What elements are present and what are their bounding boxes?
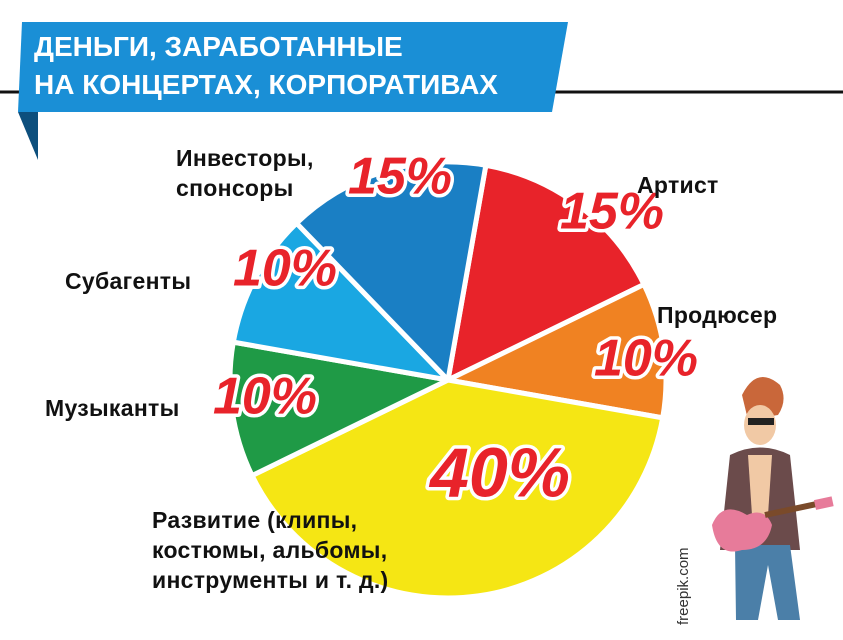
category-label: Развитие (клипы, костюмы, альбомы, инстр… <box>152 507 389 593</box>
value-label: 10% <box>594 330 698 388</box>
chart-title: ДЕНЬГИ, ЗАРАБОТАННЫЕ <box>34 31 403 62</box>
category-label: Артист <box>637 172 719 198</box>
pie-slice <box>445 162 647 383</box>
value-label: 40% <box>428 433 570 511</box>
banner-fold <box>18 112 38 160</box>
pie-slice <box>230 220 451 383</box>
pie-slice <box>294 159 489 383</box>
category-label: Инвесторы, спонсоры <box>176 145 314 201</box>
pie-slice <box>445 281 669 421</box>
value-label: 10% <box>233 240 337 298</box>
chart-title: НА КОНЦЕРТАХ, КОРПОРАТИВАХ <box>34 69 498 100</box>
category-label: Музыканты <box>45 395 180 421</box>
category-label: Субагенты <box>65 268 192 294</box>
category-label: Продюсер <box>657 302 778 328</box>
pie-slice <box>249 377 666 601</box>
value-label: 10% <box>213 368 317 426</box>
pie-slice <box>227 339 451 479</box>
value-label: 15% <box>560 183 664 241</box>
title-banner <box>18 22 568 112</box>
pie <box>227 159 669 601</box>
credit: freepik.com <box>675 547 692 625</box>
value-label: 15% <box>348 148 452 206</box>
guitarist-illustration <box>712 377 834 620</box>
value-labels: 15%10%40%10%10%15% <box>209 144 701 515</box>
